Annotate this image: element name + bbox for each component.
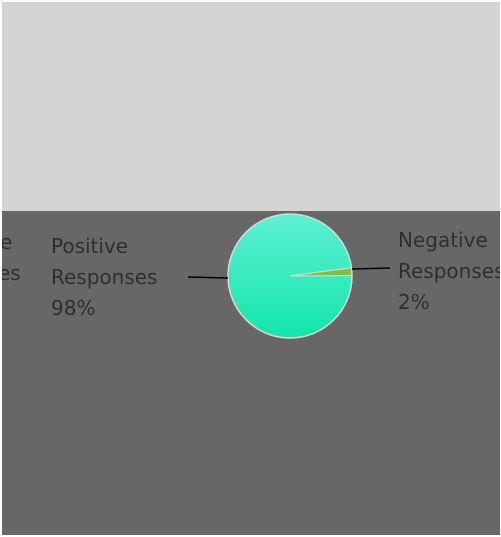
positive-label-line2: Responses <box>51 265 157 289</box>
positive-label-line1: Positive <box>51 234 128 258</box>
pie-outline <box>227 213 353 339</box>
clipped-left-label-line2: es <box>2 261 21 285</box>
pie-slices <box>227 213 353 339</box>
negative-label-line2: Responses <box>398 259 500 283</box>
negative-label-percent: 2% <box>398 290 430 314</box>
negative-leader-line <box>351 267 391 270</box>
negative-label-line1: Negative <box>398 228 488 252</box>
positive-label-percent: 98% <box>51 296 95 320</box>
top-panel <box>2 2 500 211</box>
positive-leader-line <box>187 276 229 279</box>
clipped-left-label-line1: e <box>2 230 12 254</box>
